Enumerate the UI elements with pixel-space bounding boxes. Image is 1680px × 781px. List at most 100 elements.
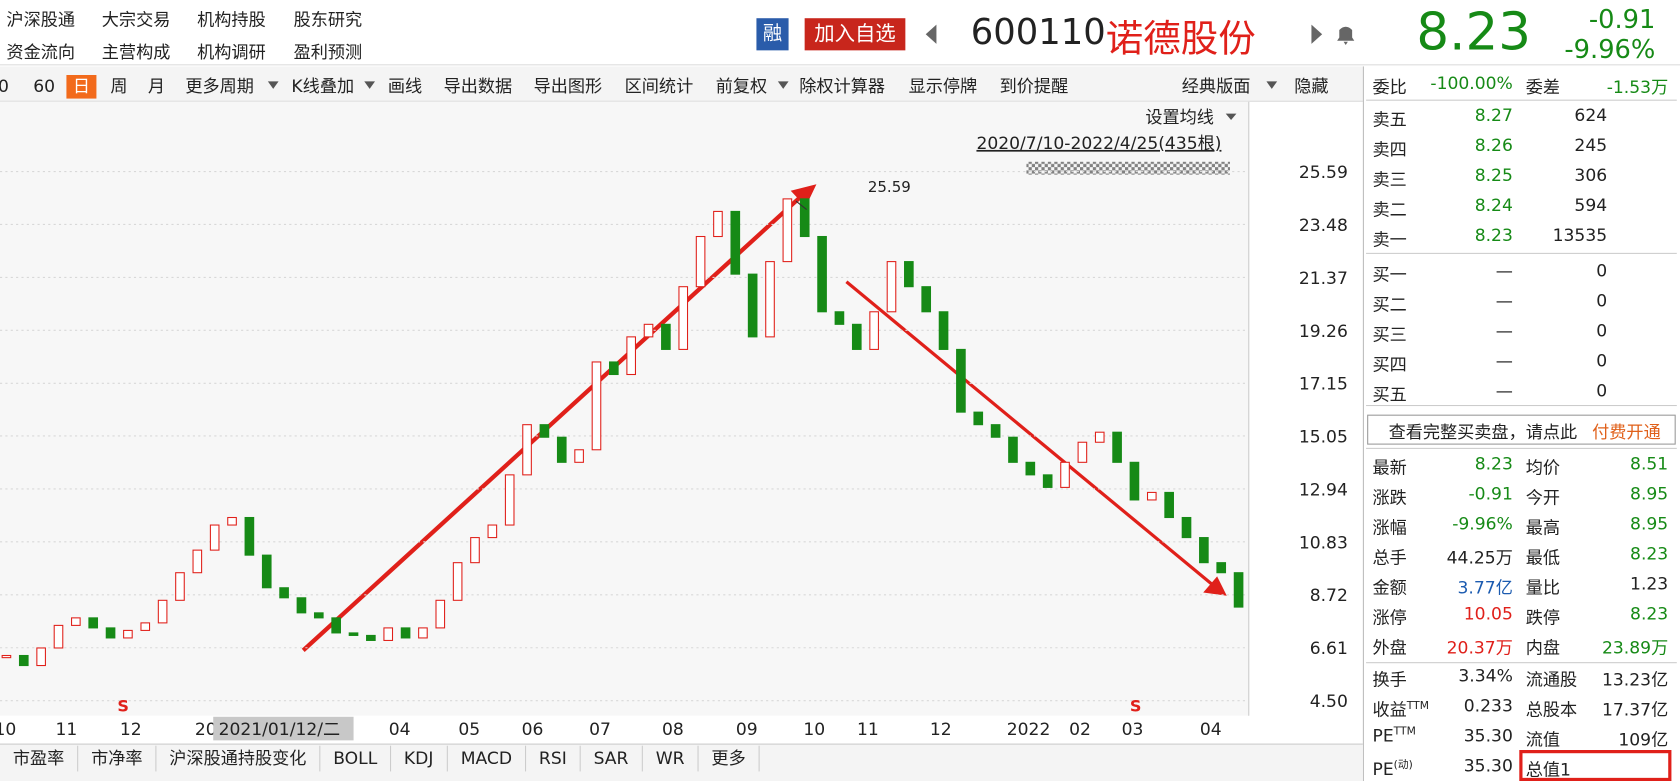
chart-area [0,101,1250,716]
toolbar-item[interactable]: 前复权 [715,76,768,97]
candle [869,311,879,350]
toolbar-item[interactable]: 日 [66,75,97,99]
bid-price: — [1495,260,1513,281]
candle [990,424,1001,438]
menu-item[interactable]: 盈利预测 [293,41,363,63]
ask-level: 卖四 [1372,139,1407,160]
add-watch-button[interactable]: 加入自选 [804,18,906,51]
dropdown-caret [267,81,279,89]
candle [435,599,446,629]
toolbar-item[interactable]: 区间统计 [624,76,694,97]
toolbar-item[interactable]: 周 [110,76,128,97]
stat-value: 8.23 [1630,543,1669,564]
layout-select[interactable]: 经典版面 [1181,76,1251,97]
fund-label: PE(动) [1372,758,1413,780]
toolbar-item[interactable]: 到价提醒 [999,76,1069,97]
menu-item[interactable]: 资金流向 [6,41,76,63]
candle [522,424,532,476]
candle [695,235,706,288]
ask-volume: 594 [1574,195,1608,216]
ask-price: 8.24 [1474,195,1513,216]
x-tick-label: 06 [522,720,544,740]
margin-tag[interactable]: 融 [756,18,789,51]
highlight-box [1519,750,1672,781]
stat-value: 3.77亿 [1457,577,1513,598]
separator [1366,252,1677,254]
ask-price: 8.25 [1474,165,1513,186]
candle [227,516,237,526]
candle [661,323,671,350]
toolbar-item[interactable]: 60 [33,76,56,97]
indicator-tab[interactable]: 市盈率 [0,745,79,772]
x-tick-label: 10 [0,720,16,740]
full-depth-box[interactable] [1367,414,1676,445]
x-tick-label: 04 [1200,720,1222,740]
x-tick-label: 05 [458,720,480,740]
hide-toggle[interactable]: 隐藏 [1294,76,1329,97]
bid-level: 买五 [1372,384,1407,406]
ask-volume: 624 [1574,105,1608,126]
candle [400,627,411,639]
toolbar-item[interactable]: 更多周期 [185,76,254,97]
bid-level: 买一 [1372,264,1407,286]
candle [331,617,341,634]
indicator-tab[interactable]: BOLL [320,745,392,772]
depth-text[interactable]: 查看完整买卖盘，请点此 [1388,422,1578,443]
candle [626,336,636,376]
peak-pointer [795,200,807,211]
menu-item[interactable]: 主营构成 [101,41,171,63]
toolbar-item[interactable]: 显示停牌 [908,76,978,97]
bid-price: — [1495,350,1513,371]
candle [487,524,498,539]
indicator-tab[interactable]: KDJ [391,745,448,772]
y-tick-label: 25.59 [1299,163,1348,183]
toolbar-item[interactable]: 导出数据 [443,76,513,97]
ask-level: 卖三 [1372,169,1407,190]
candle [1042,474,1053,488]
menu-item[interactable]: 沪深股通 [6,9,76,31]
menu-item[interactable]: 机构持股 [197,9,266,31]
candle [1199,537,1209,564]
menu-item[interactable]: 机构调研 [197,41,266,63]
prev-arrow[interactable] [921,21,942,47]
indicator-tab[interactable]: RSI [526,745,581,772]
indicator-tab[interactable]: MACD [448,745,527,772]
candle [36,647,46,667]
x-tick-label: 08 [662,720,684,740]
menu-item[interactable]: 股东研究 [293,9,363,31]
candle [1112,431,1122,463]
toolbar-item[interactable]: 除权计算器 [799,76,886,97]
indicator-tab[interactable]: 沪深股通持股变化 [156,745,321,772]
indicator-tab[interactable]: WR [643,745,699,772]
fund-label: 流通股 [1525,669,1578,691]
fund-value: 13.23亿 [1601,669,1669,691]
menu-item[interactable]: 大宗交易 [101,9,171,31]
candle [678,286,689,350]
toolbar-item[interactable]: 月 [147,76,166,97]
toolbar-item[interactable]: K线叠加 [291,76,355,97]
toolbar-item[interactable]: 画线 [387,76,423,97]
dropdown-caret [364,81,376,89]
toolbar-item[interactable]: 30 [0,75,9,99]
price-change-pct: -9.96% [1564,34,1656,65]
x-tick-label: 03 [1122,720,1144,740]
y-tick-label: 8.72 [1310,586,1348,606]
y-tick-label: 21.37 [1299,269,1348,289]
candle [105,627,116,639]
x-tick-label: 2022 [1007,720,1051,740]
candle [88,617,99,629]
separator [1366,99,1677,101]
toolbar-item[interactable]: 导出图形 [533,76,603,97]
pay-link[interactable]: 付费开通 [1592,422,1661,443]
candle [140,622,151,631]
indicator-tab[interactable]: 更多 [699,745,760,772]
panel-divider [1362,66,1364,781]
cursor-date: 2021/01/12/二 [219,720,341,740]
indicator-tab[interactable]: 市净率 [78,745,157,772]
ask-volume: 306 [1574,165,1608,186]
next-arrow[interactable] [1307,21,1361,47]
candle [643,323,654,338]
ratio-label: 委差 [1525,77,1561,98]
indicator-tab[interactable]: SAR [581,745,643,772]
